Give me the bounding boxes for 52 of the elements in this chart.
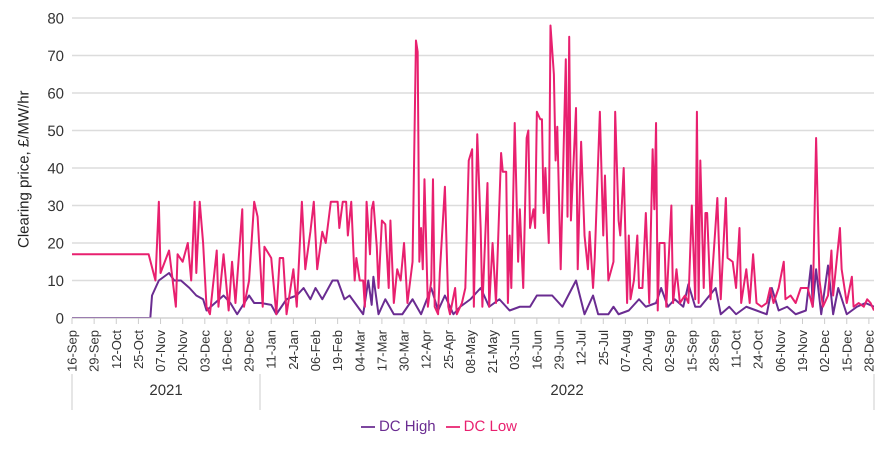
x-tick-label: 07-Nov	[153, 330, 168, 372]
x-tick-label: 17-Mar	[374, 329, 390, 372]
x-tick-label: 25-Apr	[440, 329, 456, 370]
x-tick-label: 15-Sep	[684, 330, 700, 372]
x-tick-label: 12-Oct	[108, 330, 124, 370]
x-tick-label: 12-Jul	[574, 330, 589, 366]
x-tick-label: 04-Mar	[352, 329, 368, 372]
y-tick-label: 60	[47, 85, 64, 102]
legend-label: DC Low	[464, 418, 518, 435]
x-tick-label: 25-Jul	[596, 330, 611, 366]
x-tick-label: 19-Nov	[794, 330, 810, 372]
x-tick-label: 21-May	[485, 330, 500, 374]
y-tick-label: 0	[56, 310, 64, 328]
x-tick-label: 02-Sep	[662, 330, 678, 372]
x-tick-label: 15-Dec	[839, 330, 854, 372]
legend-label: DC High	[378, 418, 436, 435]
x-tick-label: 06-Feb	[308, 330, 323, 372]
y-tick-label: 30	[47, 198, 64, 215]
text: 2021	[148, 382, 184, 399]
y-tick-label: 70	[47, 48, 64, 65]
y-tick-label: 80	[47, 10, 64, 28]
x-tick-label: 06-Nov	[772, 330, 788, 372]
x-tick-label: 08-May	[462, 330, 478, 374]
x-tick-label: 11-Jan	[264, 330, 279, 369]
y-tick-label: 20	[47, 235, 64, 252]
x-tick-label: 28-Dec	[861, 330, 876, 372]
x-tick-label: 16-Sep	[64, 330, 80, 372]
x-tick-label: 03-Dec	[197, 330, 212, 372]
x-tick-label: 20-Nov	[175, 330, 190, 372]
x-tick-label: 16-Dec	[219, 330, 234, 372]
x-tick-label: 24-Jan	[286, 330, 301, 370]
x-tick-label: 30-Mar	[396, 329, 412, 372]
x-tick-label: 25-Oct	[130, 330, 146, 370]
y-tick-label: 50	[47, 122, 64, 140]
x-tick-label: 02-Dec	[817, 330, 832, 372]
y-axis-title: Clearing price, £/MW/hr	[15, 90, 32, 248]
y-tick-label: 40	[47, 160, 64, 178]
x-tick-label: 12-Apr	[418, 329, 434, 370]
x-tick-label: 29-Dec	[242, 330, 257, 372]
text: 2022	[549, 382, 585, 399]
x-tick-label: 11-Oct	[728, 330, 744, 368]
x-tick-label: 20-Aug	[640, 330, 656, 372]
x-tick-label: 28-Sep	[706, 330, 722, 372]
line-series	[72, 24, 874, 316]
y-tick-label: 10	[47, 272, 64, 290]
x-tick-label: 03-Jun	[507, 330, 522, 370]
x-tick-label: 07-Aug	[618, 330, 633, 372]
x-tick-label: 19-Feb	[330, 330, 346, 372]
x-tick-label: 29-Jun	[551, 330, 566, 370]
x-tick-label: 29-Sep	[86, 330, 102, 372]
x-tick-label: 16-Jun	[529, 330, 544, 370]
x-tick-label: 24-Oct	[750, 330, 766, 370]
